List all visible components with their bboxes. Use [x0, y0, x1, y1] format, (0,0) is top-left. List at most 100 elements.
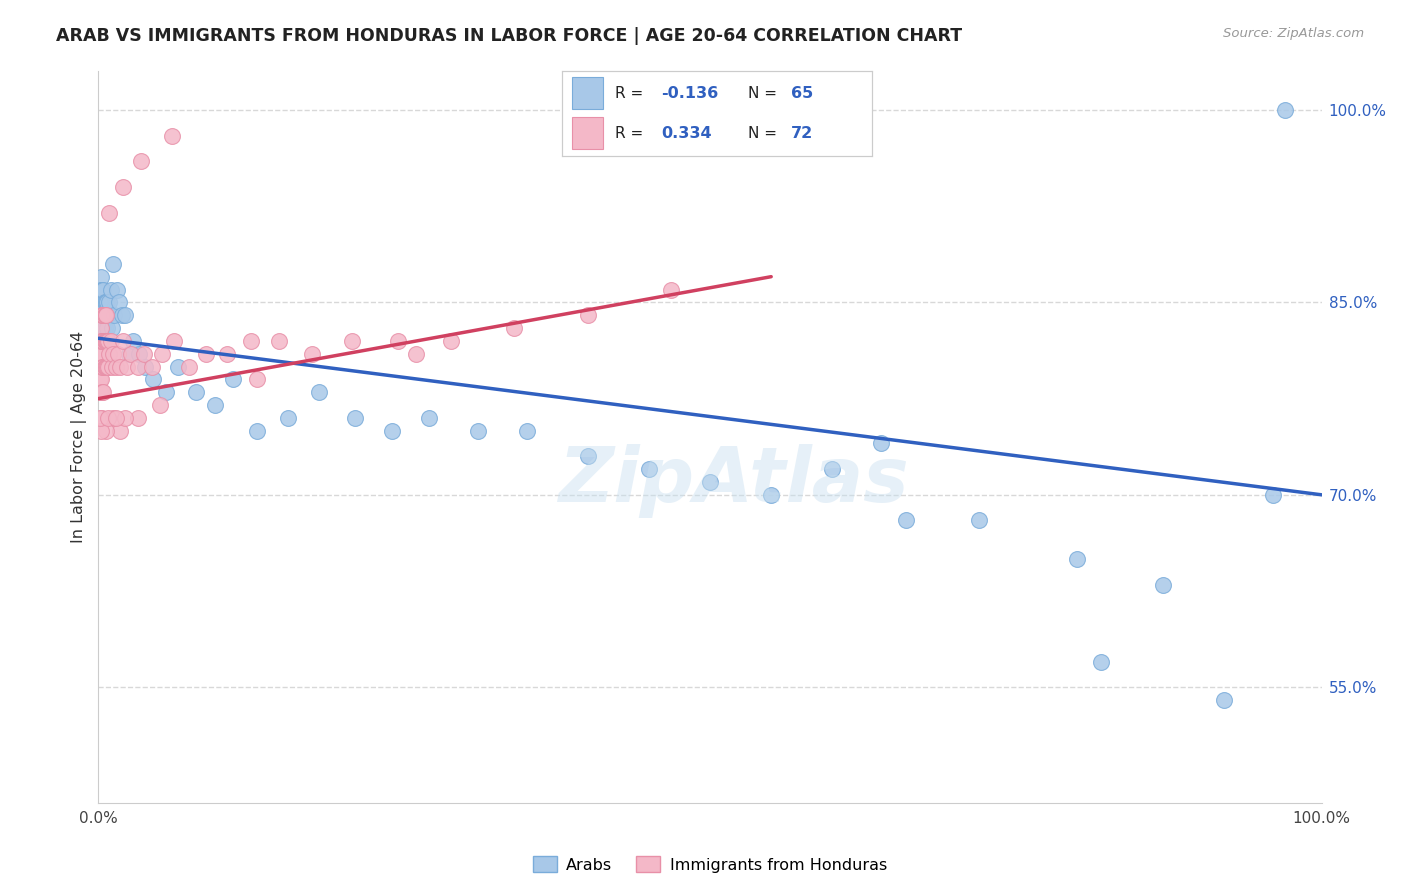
Point: [1212, 693, 1234, 707]
Point: [91, 308, 114, 322]
Point: [110, 424, 132, 438]
Point: [89, 283, 111, 297]
Text: -0.136: -0.136: [661, 86, 718, 101]
Point: [127, 410, 149, 425]
Point: [387, 334, 409, 348]
Y-axis label: In Labor Force | Age 20-64: In Labor Force | Age 20-64: [72, 331, 87, 543]
Point: [98, 205, 121, 219]
Point: [89, 334, 111, 348]
Point: [821, 462, 844, 476]
Point: [761, 488, 783, 502]
Point: [89, 295, 111, 310]
Point: [101, 359, 124, 374]
Point: [89, 346, 111, 360]
Point: [90, 346, 112, 360]
Point: [89, 308, 111, 322]
Text: R =: R =: [614, 126, 648, 141]
Point: [576, 308, 599, 322]
Point: [1261, 488, 1284, 502]
Point: [103, 308, 125, 322]
Point: [222, 372, 245, 386]
Point: [89, 385, 111, 400]
Point: [894, 514, 917, 528]
Point: [114, 308, 136, 322]
Point: [91, 334, 114, 348]
Text: R =: R =: [614, 86, 648, 101]
Point: [107, 346, 129, 360]
Point: [91, 385, 114, 400]
Point: [467, 424, 489, 438]
Text: Source: ZipAtlas.com: Source: ZipAtlas.com: [1223, 27, 1364, 40]
Point: [93, 308, 115, 322]
Point: [160, 128, 183, 143]
Point: [699, 475, 721, 489]
Point: [91, 308, 114, 322]
Point: [96, 295, 118, 310]
Point: [101, 321, 124, 335]
Point: [301, 346, 323, 360]
Point: [93, 359, 115, 374]
Point: [177, 359, 200, 374]
Point: [381, 424, 404, 438]
Point: [89, 372, 111, 386]
Point: [149, 398, 172, 412]
Point: [90, 321, 112, 335]
Point: [89, 410, 111, 425]
Point: [142, 372, 165, 386]
Point: [127, 359, 149, 374]
Point: [91, 283, 114, 297]
Text: 0.334: 0.334: [661, 126, 711, 141]
Point: [186, 385, 208, 400]
Point: [132, 346, 155, 360]
Point: [638, 462, 661, 476]
Point: [94, 424, 117, 438]
Point: [96, 321, 118, 335]
Point: [340, 334, 363, 348]
Point: [128, 346, 150, 360]
Point: [91, 308, 114, 322]
Point: [96, 334, 118, 348]
Point: [101, 257, 124, 271]
Point: [150, 346, 173, 360]
Point: [91, 410, 114, 425]
Point: [1274, 103, 1296, 117]
Point: [1090, 655, 1112, 669]
Point: [155, 385, 177, 400]
Point: [89, 334, 111, 348]
Point: [93, 321, 115, 335]
Point: [101, 346, 124, 360]
Point: [90, 308, 112, 322]
Point: [97, 334, 120, 348]
Point: [204, 398, 226, 412]
Point: [967, 514, 990, 528]
Point: [134, 359, 156, 374]
Point: [240, 334, 263, 348]
Point: [277, 410, 299, 425]
Point: [91, 385, 114, 400]
Point: [93, 308, 115, 322]
Point: [91, 359, 114, 374]
Text: N =: N =: [748, 126, 782, 141]
Point: [111, 334, 134, 348]
Point: [129, 154, 152, 169]
Point: [90, 424, 112, 438]
Point: [98, 346, 121, 360]
Point: [91, 321, 114, 335]
Point: [90, 334, 112, 348]
Point: [111, 308, 134, 322]
Point: [246, 424, 269, 438]
Point: [96, 359, 118, 374]
Point: [91, 359, 114, 374]
Point: [104, 410, 127, 425]
Point: [114, 410, 136, 425]
Point: [111, 179, 134, 194]
Point: [215, 346, 238, 360]
Point: [163, 334, 186, 348]
Point: [120, 346, 142, 360]
Point: [90, 334, 112, 348]
Bar: [572, 78, 603, 110]
Point: [167, 359, 190, 374]
Bar: [572, 117, 603, 149]
Point: [105, 283, 128, 297]
Point: [91, 334, 114, 348]
